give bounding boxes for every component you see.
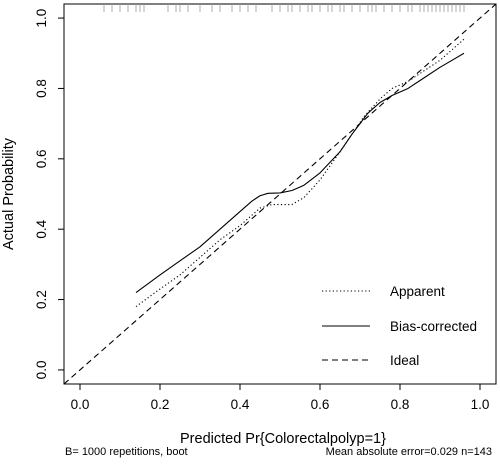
y-axis-title: Actual Probability bbox=[1, 137, 17, 250]
legend-label: Bias-corrected bbox=[390, 319, 477, 334]
footnote-right: Mean absolute error=0.029 n=143 bbox=[325, 446, 492, 458]
axis-ticks: 0.0 0.2 0.4 0.6 0.8 1.0 0.0 0.2 0.4 0.6 0.8 1.0 bbox=[34, 9, 489, 412]
x-tick-label: 0.8 bbox=[391, 397, 410, 412]
x-tick-label: 0.4 bbox=[231, 397, 250, 412]
legend-label: Ideal bbox=[390, 353, 419, 368]
series-line-apparent bbox=[135, 38, 465, 308]
x-tick-label: 0.6 bbox=[311, 397, 330, 412]
footnote-left: B= 1000 repetitions, boot bbox=[65, 446, 188, 458]
y-tick-label: 0.0 bbox=[34, 361, 49, 380]
y-tick-label: 0.8 bbox=[34, 79, 49, 98]
y-tick-label: 0.2 bbox=[34, 290, 49, 309]
series-line-bias-corrected bbox=[135, 52, 465, 293]
x-axis-title: Predicted Pr{Colorectalpolyp=1} bbox=[180, 431, 386, 447]
y-tick-label: 0.6 bbox=[34, 149, 49, 168]
x-tick-label: 0.0 bbox=[71, 397, 90, 412]
legend: Apparent Bias-corrected Ideal bbox=[322, 284, 477, 368]
rug-marks bbox=[103, 4, 465, 12]
y-tick-label: 0.4 bbox=[34, 219, 49, 238]
legend-label: Apparent bbox=[390, 284, 445, 299]
series-line-ideal bbox=[64, 4, 496, 384]
x-tick-label: 0.2 bbox=[151, 397, 170, 412]
series-layer bbox=[64, 4, 496, 384]
x-tick-label: 1.0 bbox=[471, 397, 490, 412]
y-tick-label: 1.0 bbox=[34, 9, 49, 28]
